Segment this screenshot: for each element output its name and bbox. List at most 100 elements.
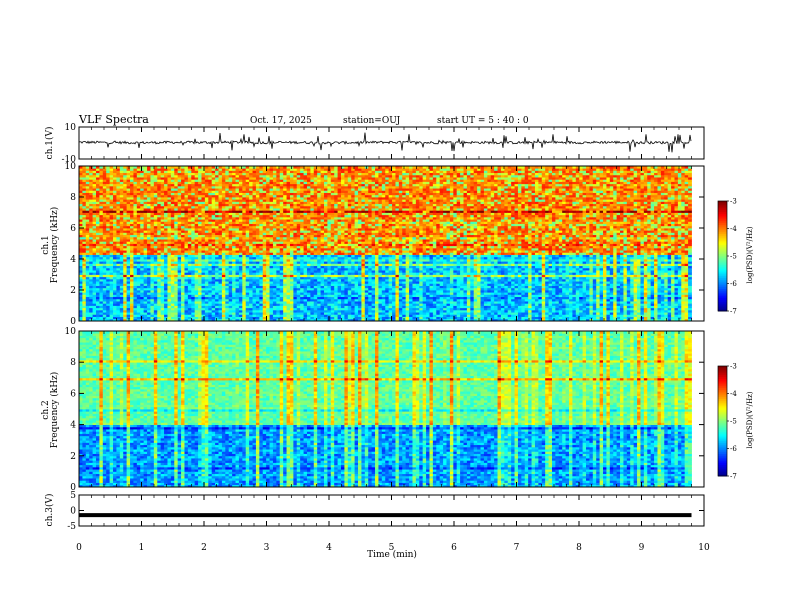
ch1-spec-cell: [164, 247, 168, 251]
ch1-spec-cell: [140, 312, 145, 315]
ch1-spec-cell: [79, 243, 83, 247]
ch1-spec-cell: [106, 183, 111, 187]
ch1-spec-cell: [235, 170, 240, 174]
ch1-spec-cell: [140, 194, 145, 198]
ch1-spec-cell: [252, 223, 257, 227]
ch1-spec-cell: [143, 276, 148, 280]
ch1-spec-cell: [82, 247, 87, 251]
ch1-spec-cell: [198, 170, 202, 174]
ch1-spec-cell: [119, 292, 124, 295]
ch1-spec-cell: [123, 270, 128, 273]
ch1-spec-cell: [225, 250, 230, 253]
ch1-spec-cell: [140, 298, 145, 302]
ch1-spec-cell: [235, 318, 240, 322]
ch1-spec-cell: [79, 261, 83, 264]
ch1-spec-cell: [187, 287, 192, 291]
ch1-spec-cell: [184, 225, 189, 229]
ch1-spec-cell: [238, 318, 243, 322]
ch1-spec-cell: [198, 177, 202, 180]
ch1-spec-cell: [99, 194, 104, 198]
ch1-spec-cell: [116, 261, 121, 264]
ch1-spec-cell: [109, 283, 114, 286]
ch1-spec-cell: [232, 188, 236, 191]
ch1-spec-cell: [228, 174, 233, 178]
ch1-spec-cell: [82, 243, 87, 247]
ch1-spec-cell: [187, 314, 192, 317]
ch1-spec-cell: [221, 201, 226, 205]
ch1-spec-cell: [211, 270, 216, 273]
ch1-spec-cell: [242, 252, 247, 255]
ch1-spec-cell: [130, 254, 134, 258]
ch1-spec-cell: [89, 230, 94, 233]
ch1-spec-cell: [89, 307, 94, 311]
ch1-spec-cell: [293, 230, 298, 233]
ch1-spec-cell: [211, 309, 216, 313]
ch1-spec-cell: [184, 168, 189, 171]
ch1-spec-cell: [245, 192, 250, 196]
ch1-spec-cell: [119, 301, 124, 304]
ch1-spec-cell: [266, 239, 270, 242]
ch1-spec-cell: [130, 301, 134, 304]
ch1-spec-cell: [286, 185, 291, 189]
ch1-spec-cell: [140, 208, 145, 211]
ch1-spec-cell: [269, 265, 274, 269]
ch1-spec-cell: [211, 250, 216, 253]
ch1-spec-cell: [123, 274, 128, 278]
ch1-spec-cell: [174, 307, 179, 311]
ch1-spec-cell: [201, 314, 206, 317]
ch1-spec-cell: [313, 278, 318, 282]
ch1-spec-cell: [225, 208, 230, 211]
ch1-spec-cell: [262, 285, 267, 289]
ch1-spec-cell: [310, 221, 315, 224]
ch1-spec-cell: [126, 221, 131, 224]
ch1-spec-cell: [201, 254, 206, 258]
ch1-spec-cell: [266, 174, 270, 178]
ch1-spec-cell: [232, 230, 236, 233]
ch1-spec-cell: [184, 212, 189, 216]
ch1-spec-cell: [286, 225, 291, 229]
ch1-spec-cell: [272, 219, 277, 222]
ch1-spec-cell: [194, 239, 199, 242]
ch1-spec-cell: [116, 285, 121, 289]
ch1-spec-cell: [235, 254, 240, 258]
ch1-spec-cell: [174, 316, 179, 320]
ch1-spec-cell: [286, 252, 291, 255]
ch1-spec-cell: [272, 168, 277, 171]
ch1-spec-cell: [113, 281, 117, 284]
ch1-spec-cell: [276, 263, 281, 267]
ch1-spec-cell: [286, 301, 291, 304]
ch1-spec-cell: [228, 172, 233, 176]
ch1-spec-cell: [235, 247, 240, 251]
ch1-spec-cell: [296, 303, 301, 306]
ch1-spec-cell: [89, 214, 94, 218]
ch1-spec-cell: [174, 301, 179, 304]
ch1-spec-cell: [313, 256, 318, 260]
ch1-spec-cell: [194, 228, 199, 231]
ch1-spec-cell: [126, 234, 131, 238]
ch1-spec-cell: [269, 170, 274, 174]
ch1-spec-cell: [82, 203, 87, 207]
ch1-spec-cell: [310, 263, 315, 267]
ch1-spec-cell: [92, 294, 97, 298]
ch1-spec-cell: [228, 292, 233, 295]
ch1-spec-cell: [276, 259, 281, 262]
ch1-spec-cell: [85, 307, 90, 311]
ch1-spec-cell: [211, 301, 216, 304]
ch1-spec-cell: [150, 296, 155, 300]
ch1-spec-cell: [113, 230, 117, 233]
ch1-spec-cell: [255, 203, 260, 207]
ch1-spec-cell: [211, 278, 216, 282]
ch1-spec-cell: [126, 170, 131, 174]
ch1-spec-cell: [249, 252, 253, 255]
ch1-spec-cell: [174, 278, 179, 282]
ch1-spec-cell: [116, 183, 121, 187]
ch1-spec-cell: [238, 181, 243, 185]
ch1-spec-cell: [286, 285, 291, 289]
start-time-label: start UT = 5 : 40 : 0: [437, 116, 529, 126]
ch1-spec-cell: [235, 174, 240, 178]
date-label: Oct. 17, 2025: [250, 116, 312, 126]
ch1-spec-cell: [85, 301, 90, 304]
ch1-spec-cell: [79, 316, 83, 320]
ch1-spec-cell: [133, 270, 138, 273]
ch1-spec-cell: [313, 303, 318, 306]
